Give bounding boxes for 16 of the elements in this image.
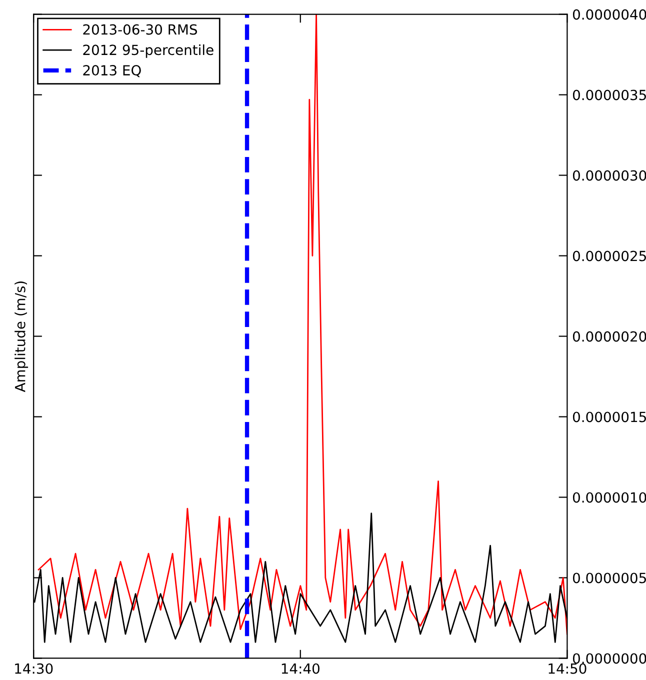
y-axis-title: Amplitude (m/s) <box>14 282 28 392</box>
y-tick-label: 0.0000005 <box>572 572 646 584</box>
legend-label: 2012 95-percentile <box>83 44 214 58</box>
x-tick-label: 14:40 <box>282 663 320 674</box>
y-tick-label: 0.0000020 <box>572 331 646 342</box>
legend-label: 2013 EQ <box>83 65 141 78</box>
y-tick-label: 0.0000000 <box>572 653 646 664</box>
y-tick-label: 0.0000015 <box>572 412 646 422</box>
y-tick-label: 0.0000030 <box>572 170 646 181</box>
x-tick-label: 14:50 <box>548 663 586 674</box>
y-tick-label: 0.0000025 <box>572 250 646 262</box>
x-tick-label: 14:30 <box>15 663 53 674</box>
y-tick-label: 0.0000040 <box>572 9 646 20</box>
legend-label: 2013-06-30 RMS <box>83 24 198 35</box>
y-tick-label: 0.0000010 <box>572 492 646 503</box>
y-tick-label: 0.0000035 <box>572 90 646 100</box>
